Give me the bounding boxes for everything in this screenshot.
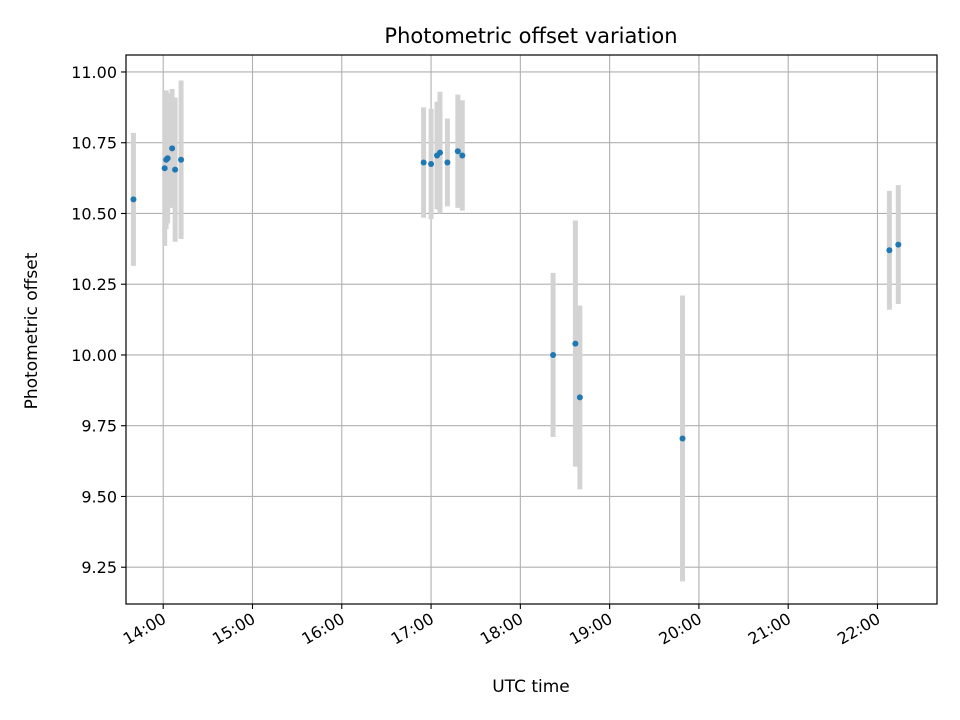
grid [126, 55, 937, 604]
data-point [169, 145, 176, 152]
data-point [550, 351, 557, 358]
y-tick-labels: 9.25 9.50 9.75 10.00 10.25 10.50 10.75 11.00 [71, 63, 117, 577]
data-point [428, 160, 435, 167]
tick-marks [121, 71, 879, 609]
data-point [572, 340, 579, 347]
data-point [576, 394, 583, 401]
data-point [420, 159, 427, 166]
data-point [679, 435, 686, 442]
y-tick-label: 10.75 [71, 134, 117, 153]
data-point [886, 247, 893, 254]
y-tick-label: 9.75 [81, 417, 117, 436]
y-tick-label: 10.50 [71, 204, 117, 223]
data-point [172, 166, 179, 173]
data-point [459, 152, 466, 159]
x-axis-label: UTC time [492, 677, 570, 697]
data-point [161, 165, 168, 172]
chart-title: Photometric offset variation [384, 24, 677, 48]
data-points [130, 145, 902, 442]
data-point [454, 148, 461, 155]
data-point [130, 196, 137, 203]
y-tick-label: 9.25 [81, 558, 117, 577]
y-tick-label: 10.00 [71, 346, 117, 365]
data-point [164, 155, 171, 162]
data-point [178, 156, 185, 163]
y-tick-label: 10.25 [71, 275, 117, 294]
axes-frame [125, 54, 938, 605]
y-tick-label: 9.50 [81, 487, 117, 506]
data-point [895, 241, 902, 248]
y-axis-label: Photometric offset [22, 252, 42, 409]
y-tick-label: 11.00 [71, 63, 117, 82]
data-point [444, 159, 451, 166]
data-point [436, 149, 443, 156]
